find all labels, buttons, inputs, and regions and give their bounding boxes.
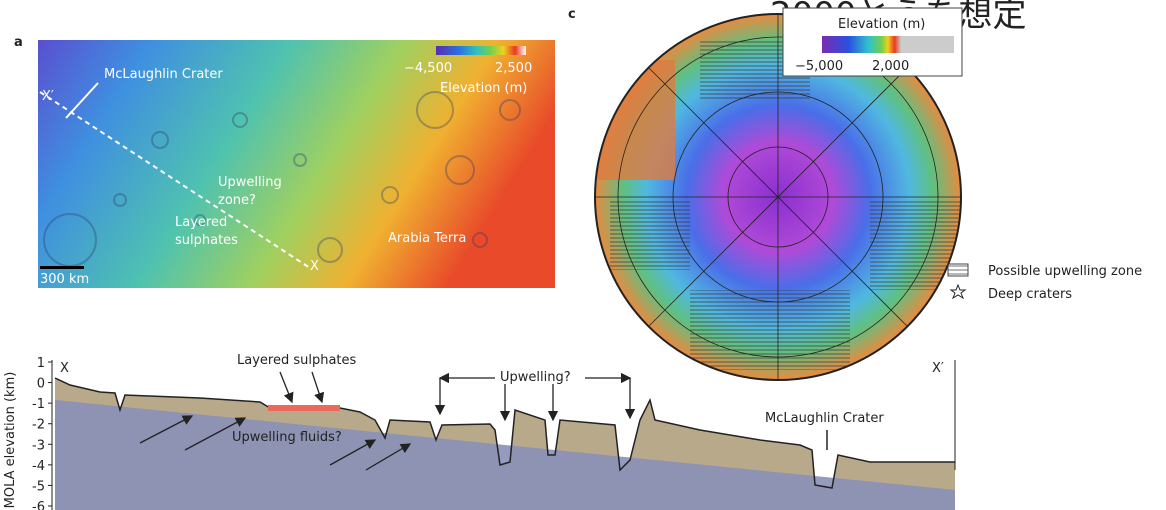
figure: 2000とうを想定 a McLaughlin Crater X′ X Upwel… xyxy=(0,0,1166,510)
colorbar-label: −4,500 xyxy=(404,61,452,76)
y-tick-label: -4 xyxy=(32,459,45,474)
y-tick-label: 0 xyxy=(37,377,45,392)
colorbar-title: Elevation (m) xyxy=(838,17,925,32)
map-label: X xyxy=(310,259,319,274)
y-tick-label: -2 xyxy=(32,418,45,433)
panel-label: c xyxy=(568,7,576,22)
y-tick-label: -6 xyxy=(32,500,45,510)
colorbar-title: Elevation (m) xyxy=(440,81,527,96)
y-tick-label: -1 xyxy=(32,397,45,412)
map-label: X′ xyxy=(42,89,54,104)
profile-label: X xyxy=(60,361,69,376)
polar-map xyxy=(595,8,968,380)
panel-label: a xyxy=(14,35,23,50)
scale-label: 300 km xyxy=(40,272,89,287)
y-tick-label: 1 xyxy=(37,356,45,371)
colorbar-label: 2,000 xyxy=(872,59,909,74)
annotation: Upwelling fluids? xyxy=(232,430,342,445)
profile-label: X′ xyxy=(932,361,944,376)
annotation: Upwelling? xyxy=(500,370,571,385)
map-label: zone? xyxy=(218,193,256,208)
map-label: Upwelling xyxy=(218,175,282,190)
legend-label: Possible upwelling zone xyxy=(988,264,1142,279)
map-label: McLaughlin Crater xyxy=(104,67,223,82)
map-label: Arabia Terra xyxy=(388,231,466,246)
colorbar-label: 2,500 xyxy=(495,61,532,76)
legend-label: Deep craters xyxy=(988,287,1072,302)
annotation: Layered sulphates xyxy=(237,353,357,368)
y-axis: 1 0 -1 -2 -3 -4 -5 -6 xyxy=(32,356,52,510)
map-label: Layered xyxy=(175,215,227,230)
y-tick-label: -3 xyxy=(32,438,45,453)
map-label: sulphates xyxy=(175,233,238,248)
annotation: McLaughlin Crater xyxy=(765,411,884,426)
axis-title: MOLA elevation (km) xyxy=(3,372,18,509)
colorbar-label: −5,000 xyxy=(795,59,843,74)
y-tick-label: -5 xyxy=(32,479,45,494)
